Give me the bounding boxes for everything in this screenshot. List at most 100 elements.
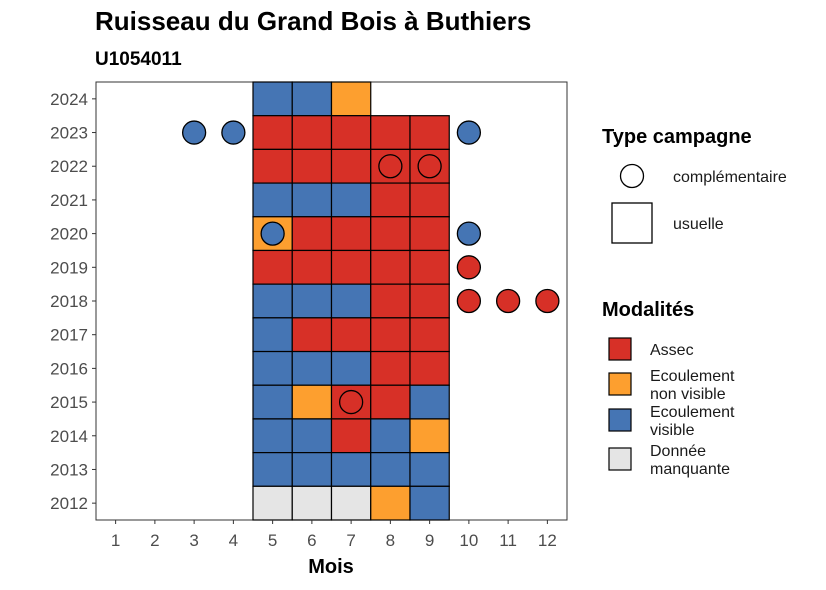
cell-2021-6 — [291, 182, 333, 218]
y-tick-label: 2018 — [50, 292, 88, 311]
cell-2020-6 — [291, 216, 333, 252]
cell-2018-9 — [409, 283, 450, 319]
cell-2023-7 — [330, 115, 372, 150]
cell-2018-5 — [252, 283, 293, 319]
y-tick-label: 2024 — [50, 90, 88, 109]
cell-2024-7 — [330, 81, 372, 117]
cell-2019-9 — [409, 249, 450, 285]
x-tick-label: 4 — [229, 531, 238, 550]
x-tick-label: 11 — [499, 531, 517, 550]
cell-2019-8 — [370, 249, 411, 285]
cell-2024-6 — [291, 81, 333, 117]
cell-2020-7 — [330, 216, 372, 252]
point-2018-11 — [495, 288, 521, 314]
cell-2019-5 — [252, 249, 293, 285]
point-2022-9 — [417, 154, 442, 179]
legend-modalite-label: Ecoulement non visible — [650, 368, 735, 403]
complementaire-points — [181, 120, 560, 415]
legend-square-key — [611, 202, 653, 244]
cell-2015-6 — [291, 384, 333, 420]
cell-2012-6 — [291, 485, 333, 521]
y-tick-label: 2020 — [50, 225, 88, 244]
point-2018-12 — [535, 288, 560, 314]
legend-swatch — [608, 337, 632, 361]
cell-2018-6 — [291, 283, 333, 319]
cell-2023-6 — [291, 115, 333, 150]
cell-2012-9 — [409, 485, 450, 521]
cell-2019-7 — [330, 249, 372, 285]
x-axis-title: Mois — [308, 556, 354, 578]
cell-2017-8 — [370, 317, 411, 353]
cell-2012-7 — [330, 485, 372, 521]
y-tick-label: 2012 — [50, 494, 88, 513]
point-2018-10 — [456, 288, 482, 314]
x-axis: 1 2 3 4 5 6 7 8 9 10 11 12 — [111, 520, 557, 550]
point-2022-8 — [378, 154, 403, 179]
cell-2022-5 — [252, 148, 293, 184]
cell-2023-9 — [409, 115, 450, 150]
legend-swatch — [608, 447, 632, 471]
cell-2019-6 — [291, 249, 333, 285]
cell-2013-9 — [409, 452, 450, 487]
cell-2015-5 — [252, 384, 293, 420]
y-axis: 2012 2013 2014 2015 2016 2017 2018 2019 2020 2021… — [50, 90, 96, 513]
y-tick-label: 2017 — [50, 326, 88, 345]
cell-2016-8 — [370, 350, 411, 386]
cell-2013-7 — [330, 452, 372, 487]
chart-title: Ruisseau du Grand Bois à Buthiers — [95, 6, 531, 36]
cell-2012-8 — [370, 485, 411, 521]
y-tick-label: 2023 — [50, 124, 88, 143]
legend-modalite-label: Assec — [650, 342, 694, 359]
legend-circle-key — [619, 163, 645, 189]
point-2019-10 — [456, 255, 482, 280]
y-tick-label: 2015 — [50, 393, 88, 412]
point-2015-7 — [338, 389, 364, 415]
legend-type-label: usuelle — [673, 216, 724, 233]
legend-type-title: Type campagne — [602, 126, 752, 148]
cell-2020-9 — [409, 216, 450, 252]
point-2023-4 — [221, 120, 246, 145]
legend-type-label: complémentaire — [673, 169, 787, 186]
legend-modalite-label: Donnée manquante — [650, 443, 730, 478]
cell-2024-5 — [252, 81, 293, 117]
legend-swatch — [608, 408, 632, 432]
legend-modalites-title: Modalités — [602, 299, 694, 321]
cell-2017-6 — [291, 317, 333, 353]
cell-2021-9 — [409, 182, 450, 218]
cell-2014-6 — [291, 418, 333, 454]
cell-2013-8 — [370, 452, 411, 487]
cell-2022-7 — [330, 148, 372, 184]
x-tick-label: 9 — [425, 531, 434, 550]
cell-2023-8 — [370, 115, 411, 150]
usuelle-cells — [252, 81, 450, 521]
cell-2016-6 — [291, 350, 333, 386]
x-tick-label: 1 — [111, 531, 120, 550]
cell-2014-7 — [330, 418, 372, 454]
cell-2016-5 — [252, 350, 293, 386]
cell-2017-5 — [252, 317, 293, 353]
cell-2014-5 — [252, 418, 293, 454]
cell-2021-8 — [370, 182, 411, 218]
cell-2017-7 — [330, 317, 372, 353]
cell-2012-5 — [252, 485, 293, 521]
x-tick-label: 3 — [189, 531, 198, 550]
plot-area — [95, 81, 568, 521]
x-tick-label: 2 — [150, 531, 159, 550]
x-tick-label: 8 — [386, 531, 395, 550]
cell-2017-9 — [409, 317, 450, 353]
y-tick-label: 2019 — [50, 258, 88, 277]
legend: Type campagne complémentaire usuelle Moda… — [602, 126, 787, 478]
cell-2021-7 — [330, 182, 372, 218]
cell-2018-7 — [330, 283, 372, 319]
y-tick-label: 2014 — [50, 427, 88, 446]
legend-swatch — [608, 372, 632, 396]
y-tick-label: 2022 — [50, 157, 88, 176]
x-tick-label: 12 — [538, 531, 557, 550]
cell-2014-9 — [409, 418, 450, 454]
legend-modalite-label: Ecoulement visible — [650, 404, 735, 439]
cell-2023-5 — [252, 115, 293, 150]
point-2023-3 — [181, 120, 207, 145]
cell-2015-9 — [409, 384, 450, 420]
